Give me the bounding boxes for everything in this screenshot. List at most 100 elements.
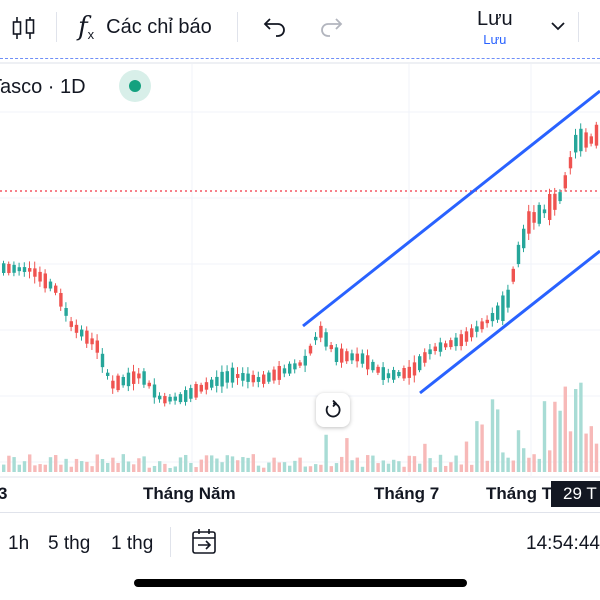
volume-bar xyxy=(147,467,151,472)
candle-body xyxy=(80,329,84,337)
timeframe-5-months[interactable]: 5 thg xyxy=(48,533,91,554)
volume-bar xyxy=(142,456,146,472)
save-menu-dropdown[interactable] xyxy=(550,20,566,32)
candle-body xyxy=(345,351,349,362)
candle-body xyxy=(334,347,339,362)
candle-body xyxy=(464,331,469,342)
candle-body xyxy=(241,373,245,381)
candle-body xyxy=(236,374,240,378)
redo-button[interactable] xyxy=(318,16,344,38)
volume-bar xyxy=(594,443,599,472)
candle-body xyxy=(438,342,443,352)
candle-body xyxy=(397,371,401,377)
candle-body xyxy=(558,192,562,202)
timeframe-1-month[interactable]: 1 thg xyxy=(111,533,154,554)
volume-bar xyxy=(288,465,292,472)
candle-body xyxy=(272,369,276,381)
candle-body xyxy=(537,204,541,224)
home-indicator xyxy=(134,579,467,587)
volume-bar xyxy=(12,457,16,472)
candle-body xyxy=(490,312,495,322)
volume-bar xyxy=(496,409,500,472)
candle-body xyxy=(225,371,229,383)
time-axis[interactable]: 3 Tháng Năm Tháng 7 Tháng T xyxy=(0,480,600,508)
candle-body xyxy=(17,267,21,272)
volume-bar xyxy=(152,465,157,472)
candle-body xyxy=(262,374,266,384)
volume-bar xyxy=(511,460,515,472)
volume-bar xyxy=(173,466,177,472)
candle-body xyxy=(59,292,63,307)
candle-body xyxy=(511,268,515,282)
crosshair-date-badge: 29 T xyxy=(551,481,600,507)
volume-bar xyxy=(345,438,349,472)
candle-body xyxy=(423,352,427,363)
candle-body xyxy=(433,346,437,352)
candle-body xyxy=(329,345,333,350)
volume-bar xyxy=(490,399,495,472)
candle-body xyxy=(459,334,463,347)
indicators-label: Các chỉ báo xyxy=(106,15,212,38)
indicators-button[interactable]: f x Các chỉ báo xyxy=(78,12,212,42)
candle-body xyxy=(116,375,120,391)
candle-body xyxy=(178,394,183,403)
volume-bar xyxy=(542,401,547,472)
reset-chart-button[interactable] xyxy=(316,393,350,427)
volume-bar xyxy=(189,462,193,472)
price-chart[interactable] xyxy=(0,62,600,478)
candle-body xyxy=(95,340,99,353)
candle-body xyxy=(22,267,27,272)
candle-body xyxy=(480,321,484,330)
volume-bar xyxy=(308,466,313,472)
timeframe-1h[interactable]: 1h xyxy=(8,533,30,554)
volume-bar xyxy=(371,455,375,472)
undo-button[interactable] xyxy=(262,16,288,38)
candle-body xyxy=(204,382,209,390)
candle-body xyxy=(256,377,261,382)
volume-bar xyxy=(2,464,6,472)
volume-bar xyxy=(116,462,120,472)
candle-body xyxy=(527,211,531,234)
symbol-legend[interactable]: Tasco · 1D xyxy=(0,72,86,102)
candle-body xyxy=(111,380,115,389)
volume-bar xyxy=(548,450,552,472)
trend-channel-lower-line[interactable] xyxy=(419,249,600,395)
chevron-down-icon xyxy=(551,22,565,31)
volume-bar xyxy=(158,461,162,472)
go-to-date-button[interactable] xyxy=(190,527,220,562)
candlestick-chart-type-icon[interactable] xyxy=(10,14,38,42)
trend-channel-upper-line[interactable] xyxy=(302,89,600,328)
candle-body xyxy=(106,372,110,376)
candle-body xyxy=(2,263,6,273)
candle-body xyxy=(43,273,47,289)
volume-bar xyxy=(324,434,328,472)
volume-bar xyxy=(48,457,53,472)
candle-body xyxy=(163,396,167,404)
volume-bar xyxy=(314,464,318,472)
volume-bar xyxy=(262,467,266,472)
volume-bar xyxy=(184,454,188,472)
volume-bar xyxy=(423,443,427,472)
volume-bar xyxy=(246,457,250,472)
volume-bar xyxy=(449,462,453,472)
volume-bar xyxy=(454,455,458,472)
volume-bar xyxy=(17,464,21,472)
volume-bar xyxy=(563,386,567,472)
candle-body xyxy=(574,134,578,153)
volume-bar xyxy=(360,466,365,472)
volume-bar xyxy=(418,463,422,472)
volume-bar xyxy=(319,464,323,472)
candle-body xyxy=(288,363,292,374)
volume-bar xyxy=(22,461,27,472)
candle-body xyxy=(189,388,193,399)
candle-body xyxy=(38,271,42,282)
save-button[interactable]: Lưu Lưu xyxy=(477,8,513,47)
candle-body xyxy=(568,157,573,169)
market-status-indicator[interactable] xyxy=(119,70,151,102)
function-icon-subscript: x xyxy=(87,26,95,42)
candle-body xyxy=(516,244,521,265)
volume-bar xyxy=(303,466,307,472)
candle-body xyxy=(371,361,375,371)
candle-body xyxy=(282,368,287,374)
volume-bar xyxy=(334,463,339,472)
